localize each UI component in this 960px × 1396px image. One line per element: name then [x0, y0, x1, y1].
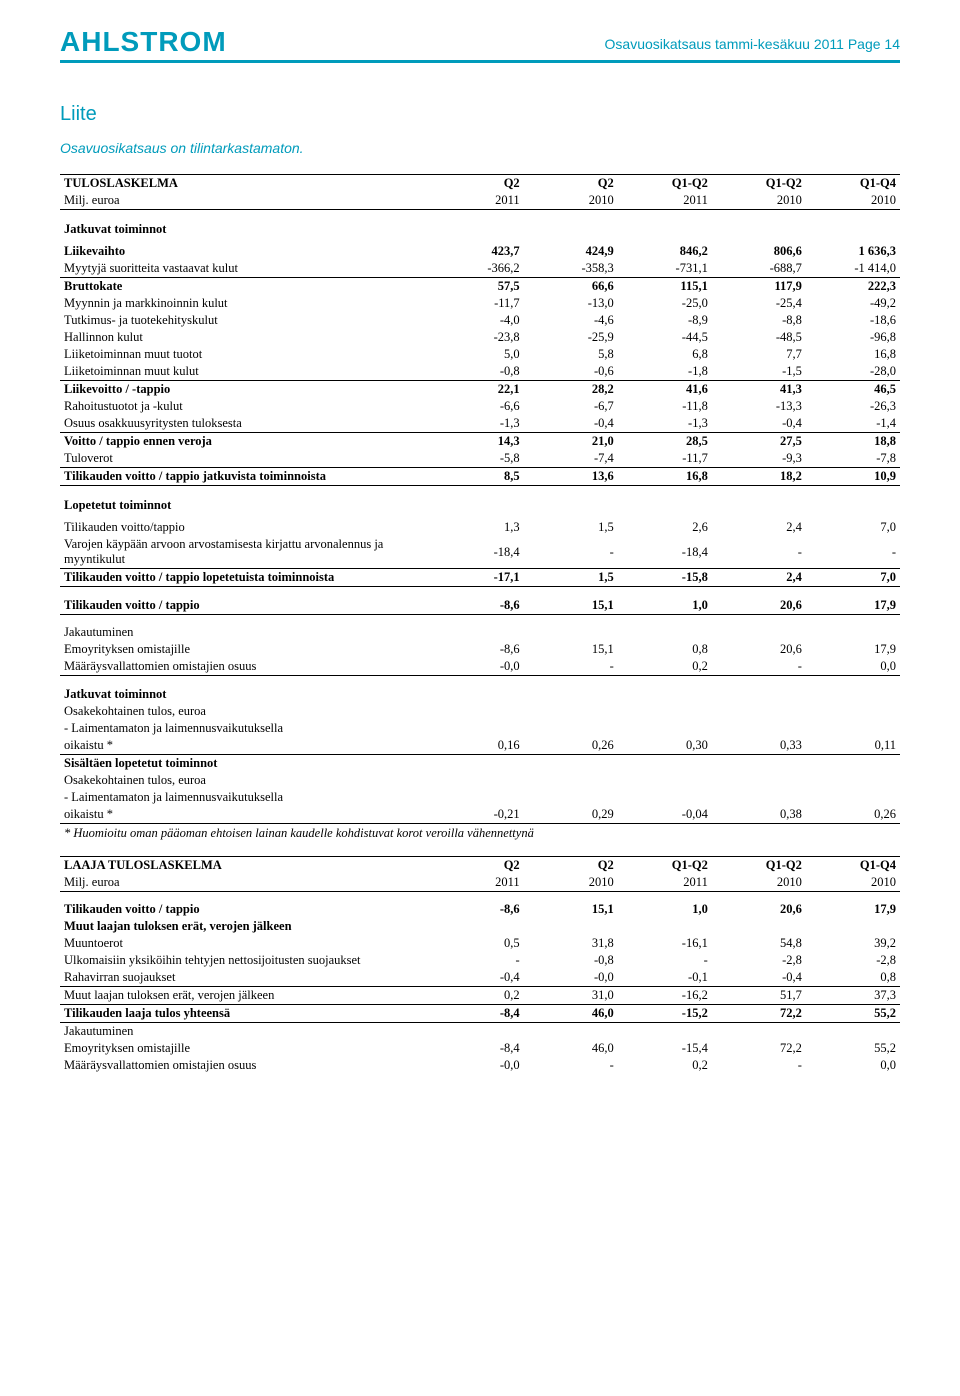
table-row: oikaistu * -0,21 0,29 -0,04 0,38 0,26: [60, 806, 900, 824]
table-header-row: TULOSLASKELMA Q2 Q2 Q1-Q2 Q1-Q2 Q1-Q4: [60, 175, 900, 193]
table-row: Emoyrityksen omistajille-8,446,0-15,472,…: [60, 1040, 900, 1057]
table-row: Tutkimus- ja tuotekehityskulut-4,0-4,6-8…: [60, 312, 900, 329]
table-row: Myynnin ja markkinoinnin kulut-11,7-13,0…: [60, 295, 900, 312]
table-row: Tilikauden laaja tulos yhteensä-8,446,0-…: [60, 1005, 900, 1023]
table-row: - Laimentamaton ja laimennusvaikutuksell…: [60, 720, 900, 737]
section-label: Lopetetut toiminnot: [60, 486, 900, 520]
table-row: Varojen käypään arvoon arvostamisesta ki…: [60, 536, 900, 569]
table-row: Määräysvallattomien omistajien osuus-0,0…: [60, 658, 900, 676]
footnote-row: * Huomioitu oman pääoman ehtoisen lainan…: [60, 823, 900, 842]
table-row: Tilikauden voitto/tappio1,31,52,62,47,0: [60, 519, 900, 536]
table-heading: TULOSLASKELMA: [60, 175, 430, 193]
table-row: Tilikauden voitto / tappio-8,615,11,020,…: [60, 597, 900, 615]
table-row: Muut laajan tuloksen erät, verojen jälke…: [60, 918, 900, 935]
table-row: Määräysvallattomien omistajien osuus-0,0…: [60, 1057, 900, 1074]
table-row: oikaistu * 0,16 0,26 0,30 0,33 0,11: [60, 737, 900, 755]
table-row: - Laimentamaton ja laimennusvaikutuksell…: [60, 789, 900, 806]
comprehensive-income-table: LAAJA TULOSLASKELMA Q2 Q2 Q1-Q2 Q1-Q2 Q1…: [60, 856, 900, 1075]
table-row: Osakekohtainen tulos, euroa: [60, 772, 900, 789]
logo-text: AHLSTROM: [60, 26, 227, 58]
section-title-liite: Liite: [60, 103, 900, 126]
table-row: Emoyrityksen omistajille-8,615,10,820,61…: [60, 641, 900, 658]
table-row: Liiketoiminnan muut tuotot5,05,86,87,716…: [60, 346, 900, 363]
table-row: Liikevaihto423,7424,9846,2806,61 636,3: [60, 243, 900, 260]
table-row: Tilikauden voitto / tappio jatkuvista to…: [60, 468, 900, 486]
table-row: Hallinnon kulut-23,8-25,9-44,5-48,5-96,8: [60, 329, 900, 346]
table-subheader-row: Milj. euroa 2011 2010 2011 2010 2010: [60, 874, 900, 892]
section-label: Sisältäen lopetetut toiminnot: [60, 754, 900, 772]
table-row: Tuloverot-5,8-7,4-11,7-9,3-7,8: [60, 450, 900, 468]
table-row: Liikevoitto / -tappio22,128,241,641,346,…: [60, 381, 900, 399]
table-row: Voitto / tappio ennen veroja14,321,028,5…: [60, 433, 900, 451]
section-label: Jatkuvat toiminnot: [60, 210, 900, 244]
table-row: Ulkomaisiin yksiköihin tehtyjen nettosij…: [60, 952, 900, 969]
table-row: Jakautuminen: [60, 1023, 900, 1041]
section-label: Jakautuminen: [60, 624, 900, 641]
table-row: Muut laajan tuloksen erät, verojen jälke…: [60, 987, 900, 1005]
table-row: Myytyjä suoritteita vastaavat kulut-366,…: [60, 260, 900, 278]
table-row: Rahavirran suojaukset-0,4-0,0-0,1-0,40,8: [60, 969, 900, 987]
table-row: Osakekohtainen tulos, euroa: [60, 703, 900, 720]
table-row: Osuus osakkuusyritysten tuloksesta-1,3-0…: [60, 415, 900, 433]
table-row: Tilikauden voitto / tappio-8,615,11,020,…: [60, 901, 900, 918]
page-header: AHLSTROM Osavuosikatsaus tammi-kesäkuu 2…: [60, 30, 900, 63]
header-page-title: Osavuosikatsaus tammi-kesäkuu 2011 Page …: [605, 36, 900, 52]
table-row: Tilikauden voitto / tappio lopetetuista …: [60, 569, 900, 587]
table-subheader-row: Milj. euroa 2011 2010 2011 2010 2010: [60, 192, 900, 210]
logo: AHLSTROM: [60, 26, 227, 58]
table-row: Rahoitustuotot ja -kulut-6,6-6,7-11,8-13…: [60, 398, 900, 415]
section-label: Jatkuvat toiminnot: [60, 686, 900, 703]
table-row: Bruttokate57,566,6115,1117,9222,3: [60, 278, 900, 296]
table-row: Muuntoerot0,531,8-16,154,839,2: [60, 935, 900, 952]
subtitle: Osavuosikatsaus on tilintarkastamaton.: [60, 140, 900, 156]
income-statement-table: TULOSLASKELMA Q2 Q2 Q1-Q2 Q1-Q2 Q1-Q4 Mi…: [60, 174, 900, 842]
table-row: Liiketoiminnan muut kulut-0,8-0,6-1,8-1,…: [60, 363, 900, 381]
table-header-row: LAAJA TULOSLASKELMA Q2 Q2 Q1-Q2 Q1-Q2 Q1…: [60, 856, 900, 874]
